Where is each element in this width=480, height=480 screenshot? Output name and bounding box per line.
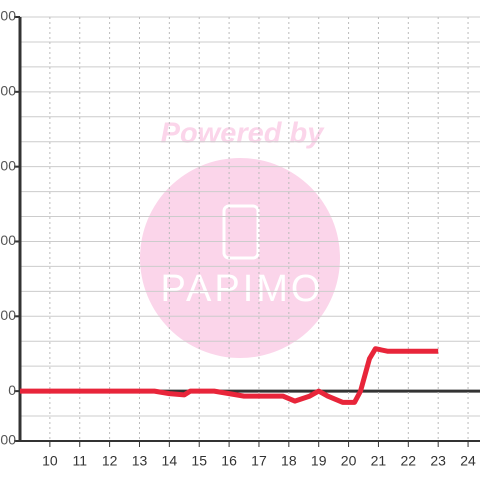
watermark-top: Powered by bbox=[161, 118, 326, 150]
x-tick-label: 13 bbox=[132, 453, 148, 469]
y-tick-label: 0 bbox=[8, 382, 16, 398]
x-tick-label: 24 bbox=[460, 453, 476, 469]
watermark-brand: PAPIMO bbox=[161, 268, 324, 310]
grid: -20,000 0 30,000 60,000 90,000 120,000 150,000… bbox=[0, 8, 480, 469]
x-tick-label: 17 bbox=[251, 453, 267, 469]
x-tick-label: 11 bbox=[72, 453, 87, 469]
y-tick-label: 30,000 bbox=[0, 307, 16, 323]
x-tick-label: 10 bbox=[42, 453, 58, 469]
x-tick-label: 19 bbox=[311, 453, 327, 469]
y-tick-label: 120,000 bbox=[0, 83, 16, 99]
plot bbox=[20, 346, 439, 405]
x-tick-label: 18 bbox=[281, 453, 297, 469]
x-tick-label: 21 bbox=[371, 453, 387, 469]
y-tick-label: -20,000 bbox=[0, 432, 16, 448]
x-tick-label: 16 bbox=[221, 453, 237, 469]
x-tick-label: 22 bbox=[401, 453, 417, 469]
watermark-icon bbox=[222, 204, 260, 260]
x-tick-label: 15 bbox=[191, 453, 207, 469]
y-tick-label: 60,000 bbox=[0, 232, 16, 248]
x-tick-label: 14 bbox=[162, 453, 178, 469]
y-tick-label: 150,000 bbox=[0, 8, 16, 24]
x-tick-label: 12 bbox=[102, 453, 118, 469]
data-line bbox=[20, 346, 439, 405]
watermark: Powered by PAPIMO bbox=[140, 118, 340, 358]
x-tick-label: 20 bbox=[341, 453, 357, 469]
x-tick-label: 23 bbox=[430, 453, 446, 469]
y-tick-label: 90,000 bbox=[0, 157, 16, 173]
